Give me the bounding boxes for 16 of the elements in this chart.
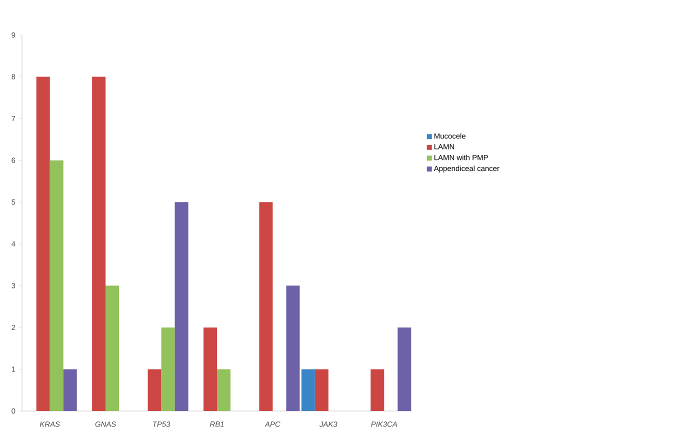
bar: [314, 369, 328, 411]
bar: [148, 369, 162, 411]
bar: [217, 369, 230, 411]
bar: [174, 202, 188, 411]
bar: [36, 76, 50, 411]
bar: [161, 327, 175, 411]
bar: [50, 160, 64, 411]
bar: [92, 76, 106, 411]
bar: [63, 369, 77, 411]
bar: [203, 327, 217, 411]
bar: [398, 327, 412, 411]
bar: [286, 286, 300, 411]
bar: [106, 286, 120, 411]
bar: [301, 369, 315, 411]
bar: [370, 369, 384, 411]
bar: [259, 202, 273, 411]
